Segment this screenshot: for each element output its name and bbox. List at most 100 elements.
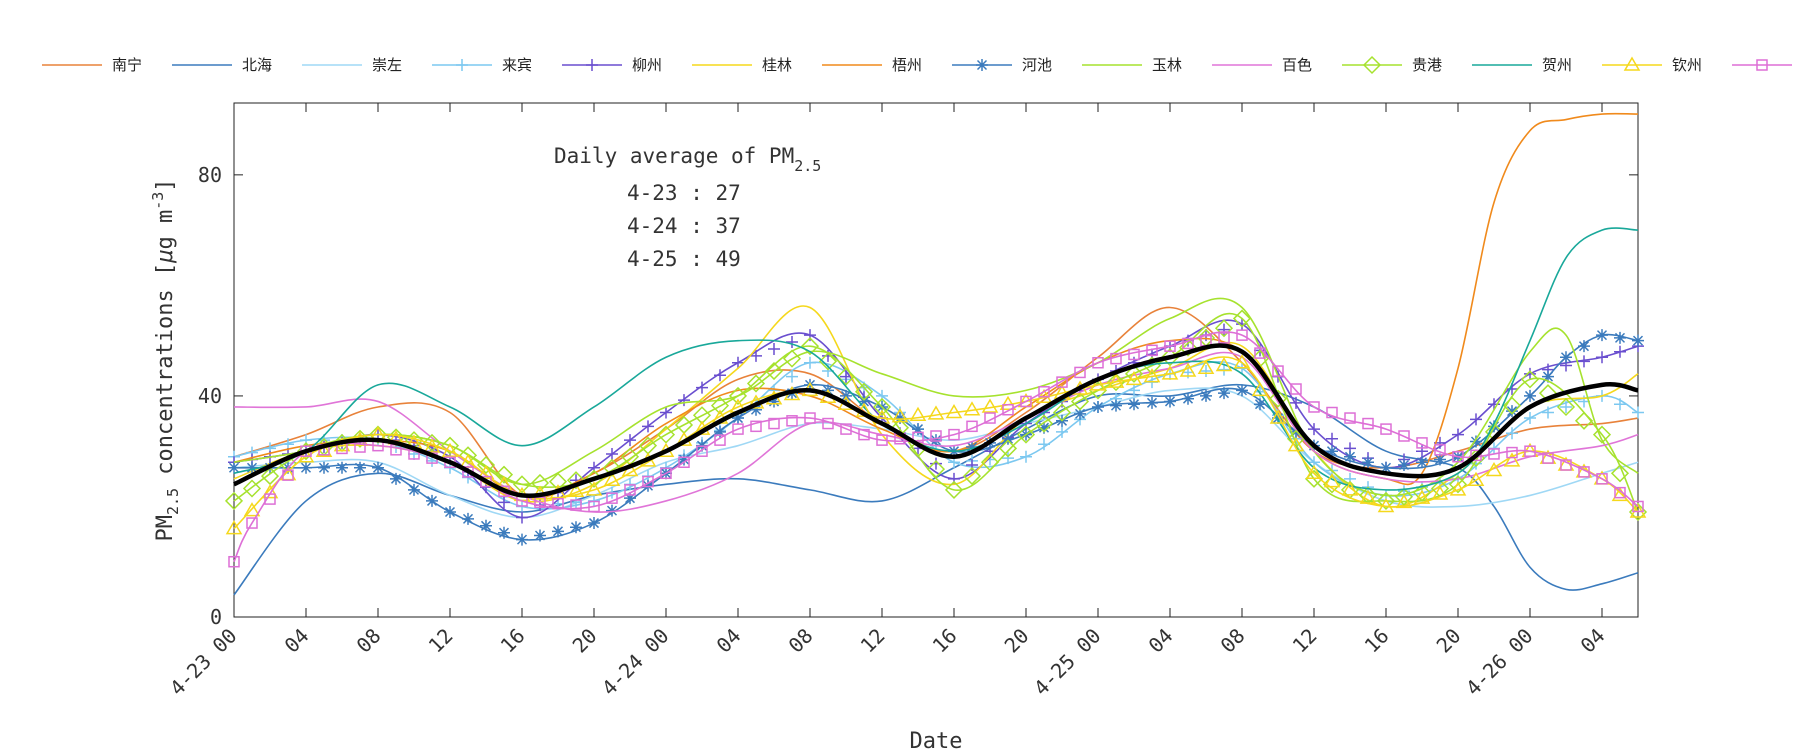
data-point [1038, 438, 1050, 451]
data-point [782, 349, 802, 368]
data-point [1272, 365, 1284, 377]
data-point [750, 420, 762, 433]
data-point [1146, 396, 1158, 409]
data-point [264, 493, 276, 505]
data-point [1542, 452, 1554, 464]
data-point [516, 511, 528, 524]
data-point [840, 423, 852, 435]
data-point [422, 433, 442, 452]
data-point [318, 461, 330, 474]
data-point [1107, 373, 1125, 388]
data-point [1215, 357, 1233, 372]
x-tick-label: 04 [1144, 624, 1178, 658]
data-point [1578, 355, 1590, 368]
x-tick-label: 12 [424, 624, 458, 658]
legend-item: 玉林 [1082, 56, 1182, 74]
data-point [1218, 363, 1230, 376]
series-玉林 [233, 297, 1639, 497]
data-point [728, 386, 748, 405]
data-point [336, 461, 348, 474]
x-tick-label: 4-23 00 [165, 624, 242, 701]
data-point [1125, 370, 1143, 386]
series-mean [233, 343, 1639, 499]
data-point [1434, 453, 1446, 466]
data-point [1412, 483, 1432, 502]
data-point [1632, 500, 1644, 513]
data-point [1413, 489, 1431, 504]
data-point [1632, 406, 1644, 419]
data-point [732, 412, 744, 425]
data-point [1182, 337, 1194, 350]
data-point [606, 492, 618, 504]
data-point [1488, 448, 1500, 460]
data-point [1092, 357, 1104, 369]
data-point [534, 496, 546, 509]
data-point [1290, 396, 1302, 409]
data-point [1398, 459, 1410, 472]
data-point [732, 423, 744, 435]
data-point [516, 533, 528, 546]
data-point [1416, 456, 1428, 469]
data-point [1506, 446, 1518, 459]
data-point [926, 460, 946, 479]
x-tick-label: 4-25 00 [1029, 624, 1106, 701]
data-point [1074, 407, 1086, 420]
x-tick-label: 12 [1288, 624, 1322, 658]
data-point [858, 428, 870, 441]
data-point [1020, 395, 1032, 408]
data-point [426, 494, 438, 507]
data-point [1610, 464, 1630, 483]
data-point [962, 467, 982, 486]
data-point [678, 453, 690, 466]
data-point [1214, 319, 1234, 338]
data-point [1524, 367, 1536, 380]
data-point [1359, 489, 1377, 504]
x-tick-label: 20 [568, 624, 602, 658]
data-point [1200, 389, 1212, 402]
data-point [1272, 412, 1284, 425]
series-line [233, 312, 1639, 513]
x-tick-label: 08 [1216, 624, 1250, 658]
data-point [408, 483, 420, 496]
x-tick-label: 20 [1000, 624, 1034, 658]
data-point [1470, 435, 1482, 448]
data-point [660, 406, 672, 419]
data-point [1341, 481, 1359, 496]
legend-item: 钦州 [1602, 56, 1702, 74]
legend-marker [1623, 56, 1641, 71]
data-point [944, 480, 964, 499]
data-point [566, 471, 586, 490]
data-point [1362, 417, 1374, 430]
data-point [909, 406, 927, 422]
data-point [750, 403, 762, 416]
data-point [1542, 370, 1554, 383]
data-point [1218, 332, 1230, 344]
data-point [1380, 461, 1392, 474]
data-point [552, 497, 564, 510]
series-line [233, 227, 1639, 491]
data-point [1308, 401, 1320, 413]
data-point [585, 481, 603, 496]
x-tick-label: 16 [496, 624, 530, 658]
y-tick-label: 40 [198, 384, 222, 408]
x-axis-label: Date [910, 729, 963, 750]
data-point [1524, 412, 1536, 425]
legend-item: 柳州 [562, 56, 662, 74]
legend-marker [1362, 55, 1382, 75]
data-point [1092, 400, 1104, 413]
legend-label: 崇左 [372, 56, 402, 74]
data-point [930, 457, 942, 470]
annotation: Daily average of PM2.5 4-23 : 27 4-24 : … [554, 144, 821, 271]
data-point [642, 475, 654, 488]
data-point [912, 423, 924, 436]
data-point [1236, 318, 1248, 331]
data-point [602, 458, 622, 477]
data-point [1146, 344, 1158, 357]
data-point [840, 370, 852, 383]
data-point [1326, 406, 1338, 419]
data-point [1520, 370, 1540, 389]
data-point [948, 428, 960, 441]
data-point [966, 420, 978, 433]
data-point [858, 395, 870, 408]
data-point [1038, 421, 1050, 434]
